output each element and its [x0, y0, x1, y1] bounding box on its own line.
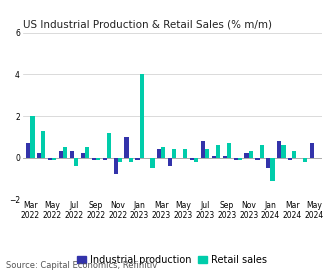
- Bar: [183, 149, 187, 158]
- Bar: [249, 152, 253, 158]
- Bar: [118, 158, 122, 162]
- Bar: [26, 143, 31, 158]
- Bar: [201, 141, 205, 158]
- Bar: [124, 137, 129, 158]
- Bar: [234, 158, 238, 160]
- Bar: [255, 158, 260, 160]
- Bar: [52, 158, 56, 160]
- Bar: [96, 158, 100, 160]
- Bar: [205, 149, 209, 158]
- Bar: [81, 153, 85, 158]
- Text: US Industrial Production & Retail Sales (% m/m): US Industrial Production & Retail Sales …: [23, 19, 272, 29]
- Bar: [161, 147, 165, 158]
- Bar: [150, 158, 155, 168]
- Bar: [216, 145, 220, 158]
- Bar: [238, 158, 242, 160]
- Bar: [63, 147, 67, 158]
- Bar: [59, 152, 63, 158]
- Bar: [139, 74, 144, 158]
- Bar: [277, 141, 281, 158]
- Bar: [227, 143, 231, 158]
- Bar: [85, 147, 89, 158]
- Bar: [212, 156, 216, 158]
- Bar: [292, 152, 296, 158]
- Bar: [270, 158, 275, 180]
- Bar: [190, 158, 194, 160]
- Bar: [281, 145, 286, 158]
- Bar: [303, 158, 307, 162]
- Bar: [103, 158, 107, 160]
- Bar: [260, 145, 264, 158]
- Legend: Industrial production, Retail sales: Industrial production, Retail sales: [73, 251, 271, 269]
- Bar: [194, 158, 198, 162]
- Bar: [41, 130, 46, 158]
- Bar: [223, 156, 227, 158]
- Bar: [136, 158, 139, 160]
- Bar: [168, 158, 172, 166]
- Bar: [92, 158, 96, 160]
- Text: Source: Capital Economics, Refinitiv: Source: Capital Economics, Refinitiv: [6, 261, 158, 270]
- Bar: [266, 158, 270, 168]
- Bar: [107, 133, 111, 158]
- Bar: [244, 153, 249, 158]
- Bar: [157, 149, 161, 158]
- Bar: [37, 153, 41, 158]
- Bar: [70, 152, 74, 158]
- Bar: [31, 116, 34, 158]
- Bar: [288, 158, 292, 160]
- Bar: [310, 143, 314, 158]
- Bar: [48, 158, 52, 160]
- Bar: [74, 158, 78, 166]
- Bar: [172, 149, 176, 158]
- Bar: [129, 158, 133, 162]
- Bar: [113, 158, 118, 174]
